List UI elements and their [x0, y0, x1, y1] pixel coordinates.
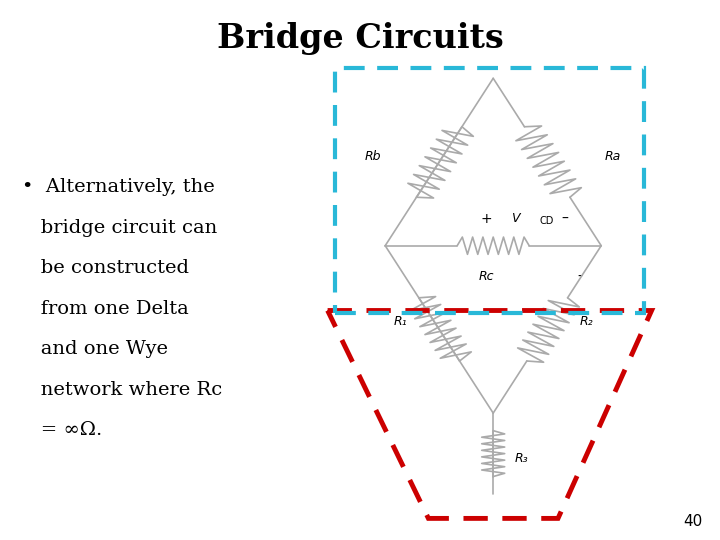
- Text: Rb: Rb: [365, 150, 382, 163]
- Text: and one Wye: and one Wye: [22, 340, 168, 358]
- Text: network where Rc: network where Rc: [22, 381, 222, 399]
- Text: R₃: R₃: [515, 453, 528, 465]
- Text: V: V: [511, 212, 520, 225]
- Text: 40: 40: [683, 514, 702, 529]
- Text: Rc: Rc: [478, 270, 494, 283]
- Text: +: +: [480, 212, 492, 226]
- Text: •  Alternatively, the: • Alternatively, the: [22, 178, 215, 196]
- Text: be constructed: be constructed: [22, 259, 189, 277]
- Text: R₂: R₂: [580, 315, 593, 328]
- Text: –: –: [562, 212, 569, 226]
- Text: Bridge Circuits: Bridge Circuits: [217, 22, 503, 55]
- Text: R₁: R₁: [393, 315, 407, 328]
- Text: -: -: [577, 270, 582, 284]
- Text: = ∞Ω.: = ∞Ω.: [22, 421, 102, 439]
- Text: bridge circuit can: bridge circuit can: [22, 219, 217, 237]
- Text: CD: CD: [540, 217, 554, 226]
- Text: from one Delta: from one Delta: [22, 300, 189, 318]
- Text: Ra: Ra: [605, 150, 621, 163]
